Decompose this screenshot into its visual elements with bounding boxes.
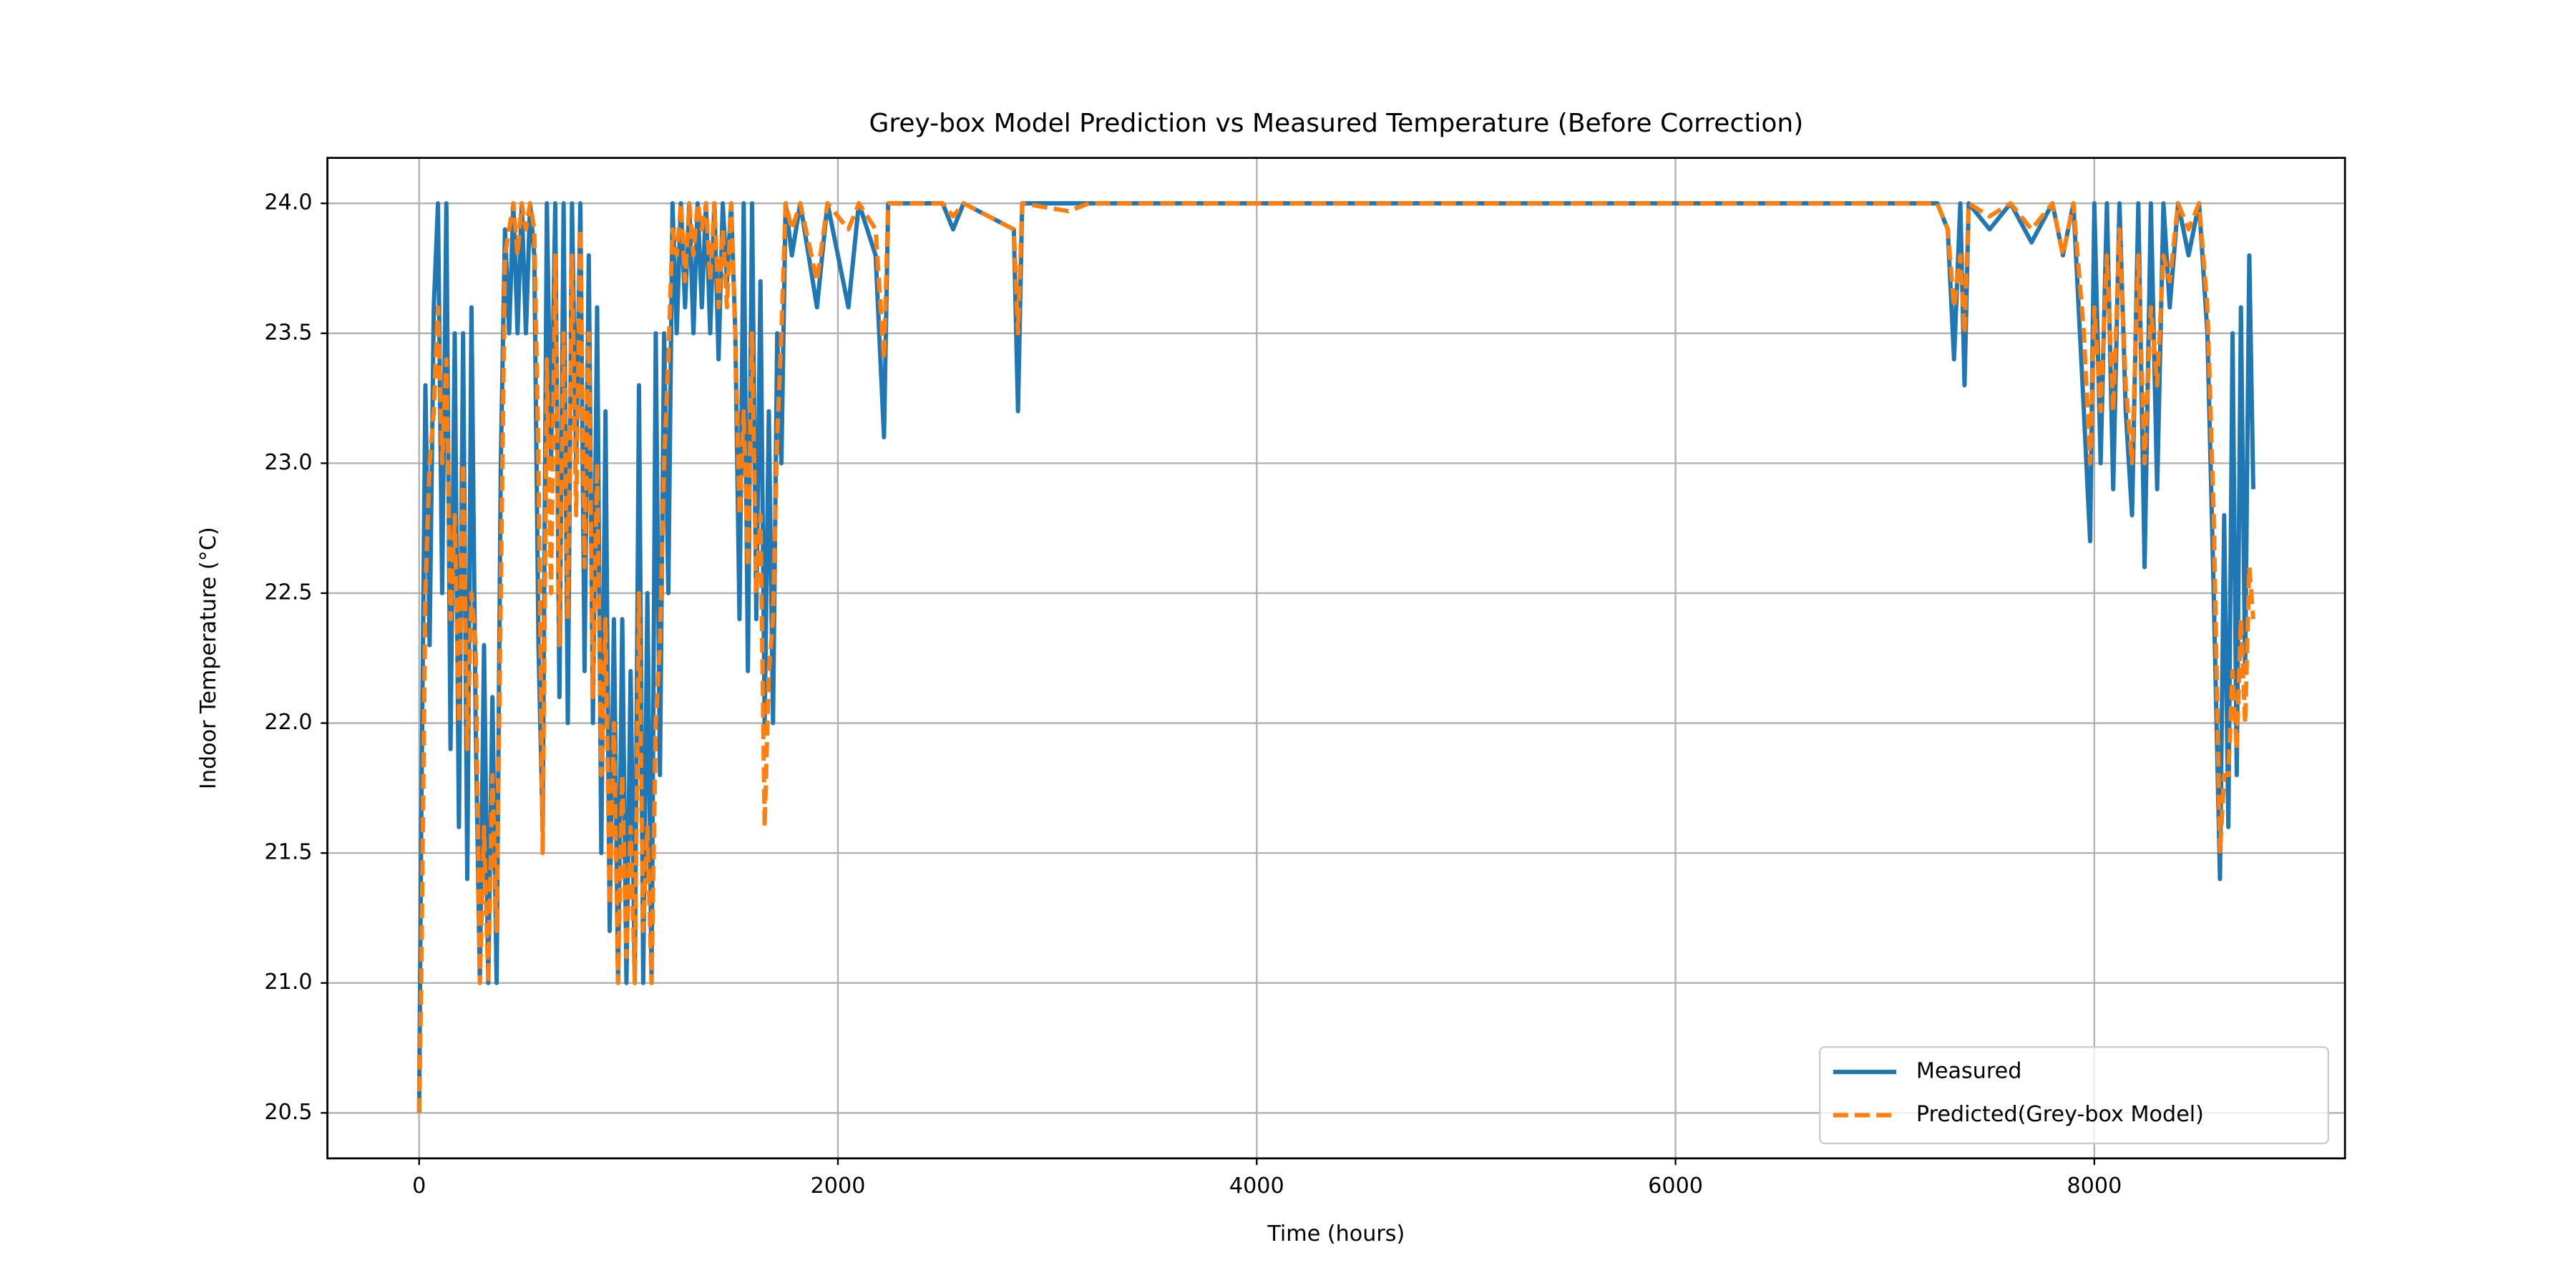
- x-axis-label: Time (hours): [1267, 1221, 1405, 1246]
- x-tick-label: 8000: [2067, 1174, 2122, 1199]
- y-tick-label: 22.5: [264, 580, 312, 605]
- y-tick-label: 23.0: [264, 450, 312, 475]
- data-line: [416, 201, 2255, 1113]
- y-tick-label: 21.0: [264, 970, 312, 995]
- y-tick-label: 21.5: [264, 840, 312, 865]
- y-tick-label: 20.5: [264, 1100, 312, 1125]
- y-tick-label: 24.0: [264, 190, 312, 215]
- x-tick-label: 4000: [1229, 1174, 1284, 1199]
- y-tick-label: 22.0: [264, 710, 312, 735]
- y-tick-label: 23.5: [264, 320, 312, 345]
- x-tick-label: 6000: [1648, 1174, 1703, 1199]
- legend-label: Predicted(Grey-box Model): [1916, 1102, 2204, 1127]
- axes-frame: [326, 157, 2346, 1160]
- chart-title: Grey-box Model Prediction vs Measured Te…: [869, 109, 1803, 138]
- legend-label: Measured: [1916, 1059, 2021, 1084]
- legend-box: [1819, 1046, 2330, 1145]
- y-axis-label: Indoor Temperature (°C): [196, 527, 221, 789]
- x-tick-label: 2000: [811, 1174, 866, 1199]
- x-tick-label: 0: [412, 1174, 426, 1199]
- data-line: [416, 201, 2255, 1113]
